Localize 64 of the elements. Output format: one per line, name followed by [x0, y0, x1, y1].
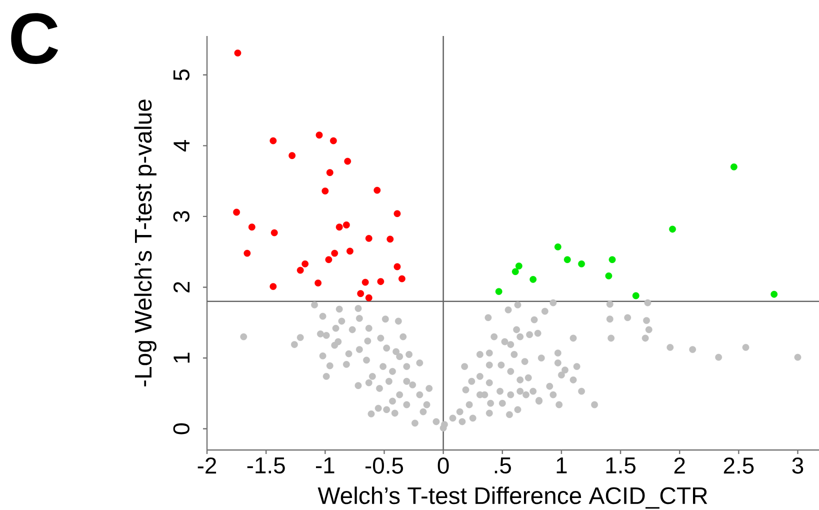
point: [248, 224, 256, 231]
point: [554, 243, 562, 250]
point: [515, 262, 522, 270]
point: [296, 266, 304, 274]
point: [314, 280, 322, 286]
point: [270, 137, 277, 144]
y-tick-label: 3: [173, 211, 190, 222]
point: [386, 236, 394, 243]
point: [512, 268, 519, 276]
point: [325, 256, 332, 264]
y-tick-label: 5: [174, 70, 190, 80]
point: [331, 250, 338, 257]
point: [530, 276, 537, 283]
x-tick-label: 1.5: [606, 458, 636, 474]
point: [288, 152, 296, 160]
x-tick-label: 1: [556, 458, 567, 474]
point: [495, 288, 502, 295]
point: [346, 248, 354, 255]
point: [632, 292, 640, 300]
x-tick-label: -2: [198, 458, 216, 474]
point: [377, 278, 384, 286]
x-tick-label: 3: [792, 458, 804, 474]
point: [394, 263, 401, 270]
point: [394, 210, 401, 218]
x-tick-label: -1.5: [247, 458, 285, 474]
y-tick-label: 1: [174, 352, 190, 363]
point: [330, 137, 337, 144]
point: [244, 250, 251, 257]
point: [344, 158, 352, 165]
x-tick-label: 2: [674, 458, 685, 474]
y-axis-title: -Log Welch’s T-test p-value: [134, 100, 156, 386]
point: [342, 221, 350, 228]
point: [322, 188, 329, 194]
point: [362, 278, 369, 286]
point: [302, 260, 309, 268]
text: C: [11, 13, 58, 64]
point: [605, 272, 612, 280]
point: [365, 294, 372, 302]
point: [770, 290, 778, 298]
point: [326, 169, 334, 176]
x-tick-label: -0.5: [366, 458, 404, 474]
point: [336, 224, 343, 231]
point: [316, 132, 323, 139]
point: [730, 163, 738, 170]
point: [564, 256, 571, 264]
point: [270, 229, 278, 236]
y-tick-label: 2: [173, 282, 190, 292]
point: [398, 275, 406, 282]
y-tick-label: 4: [174, 140, 190, 152]
point: [270, 283, 277, 290]
point: [357, 290, 364, 298]
x-tick-label: -1: [316, 458, 334, 474]
point: [608, 256, 616, 264]
point: [233, 208, 240, 216]
point: [234, 50, 242, 56]
x-tick-label: 2.5: [724, 458, 754, 474]
point: [365, 234, 372, 242]
point: [578, 260, 585, 268]
point: [669, 226, 676, 233]
x-tick-label: 0: [438, 458, 449, 474]
x-tick-label: .5: [494, 458, 511, 474]
x-axis-title: Welch’s T-test Difference ACID_CTR: [318, 486, 708, 509]
point: [374, 186, 381, 194]
y-tick-label: 0: [173, 423, 190, 434]
